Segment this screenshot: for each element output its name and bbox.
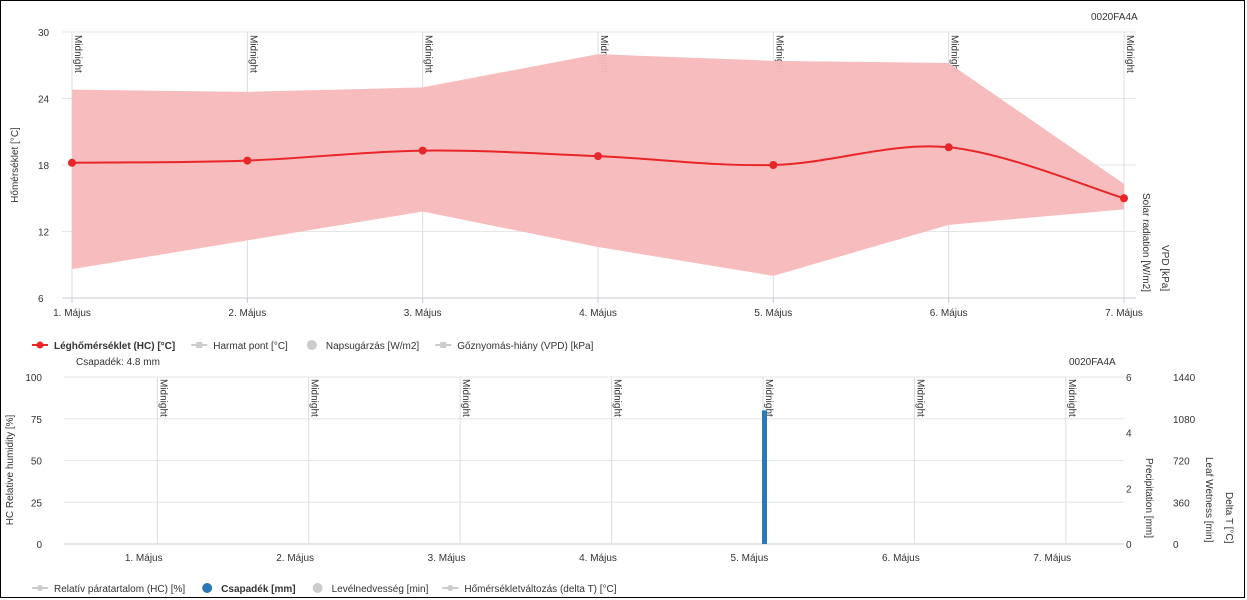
legend-item-bottom[interactable]: Hőmérsékletváltozás (delta T) [°C] [464, 584, 616, 595]
bottom-x-tick-label: 4. Május [579, 553, 617, 564]
top-y-tick-label: 12 [38, 228, 50, 239]
temperature-point [1120, 194, 1128, 203]
precipitation-total-annotation: Csapadék: 4.8 mm [76, 357, 160, 368]
legend-item-top[interactable]: Harmat pont [°C] [213, 341, 288, 352]
bottom-midnight-label: Midnight [309, 379, 320, 417]
temperature-point [769, 161, 778, 169]
top-right-axis-title-vpd: VPD [kPa] [1159, 245, 1170, 291]
bottom-midnight-label: Midnight [157, 379, 168, 417]
temperature-point [594, 152, 602, 161]
top-midnight-label: Midnight [72, 35, 83, 73]
bottom-midnight-label: Midnight [612, 379, 623, 417]
delta-t-axis-title: Delta T [°C] [1223, 492, 1234, 544]
top-y-tick-label: 6 [38, 294, 44, 305]
bottom-y-axis-title: HC Relative humidity [%] [5, 414, 16, 525]
bottom-x-tick-label: 1. Május [125, 553, 163, 564]
temperature-point [418, 146, 427, 155]
precipitation-axis-title: Precipitation [mm] [1143, 458, 1154, 538]
top-x-tick-label: 5. Május [754, 308, 792, 319]
legend-square-marker [196, 342, 203, 348]
bottom-x-tick-label: 5. Május [731, 553, 769, 564]
leaf-wetness-axis-tick-label: 1080 [1173, 415, 1196, 426]
leaf-wetness-axis-tick-label: 720 [1173, 457, 1190, 468]
temperature-range-band [72, 54, 1124, 276]
precipitation-axis-tick-label: 4 [1126, 429, 1132, 440]
legend-item-bottom[interactable]: Relatív páratartalom (HC) [%] [54, 584, 185, 595]
precipitation-bar [762, 410, 767, 544]
leaf-wetness-axis-tick-label: 360 [1173, 498, 1190, 509]
top-midnight-label: Midnight [247, 35, 258, 73]
top-midnight-label: Midnight [949, 35, 960, 73]
bottom-y-tick-label: 75 [31, 415, 43, 426]
bottom-midnight-label: Midnight [460, 379, 471, 417]
top-right-axis-title-solar: Solar radiation [W/m2] [1140, 193, 1151, 292]
bottom-y-tick-label: 25 [31, 498, 43, 509]
bottom-midnight-label: Midnight [914, 379, 925, 417]
legend-point-marker [36, 341, 44, 349]
temperature-point [68, 158, 76, 167]
top-midnight-label: Midnight [598, 35, 609, 73]
top-chart-id: 0020FA4A [1091, 12, 1138, 23]
bottom-x-tick-label: 6. Május [882, 553, 920, 564]
legend-square-marker [440, 342, 447, 348]
temperature-point [243, 156, 252, 165]
legend-circle-marker [306, 340, 317, 350]
bottom-y-tick-label: 100 [25, 373, 42, 384]
bottom-y-tick-label: 0 [36, 540, 42, 551]
top-y-tick-label: 18 [38, 161, 50, 172]
top-x-tick-label: 2. Május [228, 308, 266, 319]
legend-item-bottom[interactable]: Levélnedvesség [min] [332, 584, 429, 595]
top-x-tick-label: 1. Május [53, 308, 91, 319]
top-x-tick-label: 3. Május [404, 308, 442, 319]
bottom-midnight-label: Midnight [1066, 379, 1077, 417]
legend-point-marker [37, 585, 43, 591]
legend-item-top[interactable]: Napsugárzás [W/m2] [326, 341, 420, 352]
legend-circle-marker [202, 583, 213, 593]
top-y-axis-title: Hőmérséklet [°C] [10, 127, 21, 203]
top-midnight-label: Midnight [773, 35, 784, 73]
legend-item-top[interactable]: Gőznyomás-hiány (VPD) [kPa] [457, 341, 593, 352]
bottom-x-tick-label: 7. Május [1033, 553, 1071, 564]
top-y-tick-label: 24 [38, 95, 50, 106]
leaf-wetness-axis-tick-label: 0 [1173, 540, 1179, 551]
leaf-wetness-axis-title: Leaf Wetness [min] [1203, 457, 1214, 543]
bottom-y-tick-label: 50 [31, 457, 43, 468]
legend-item-bottom[interactable]: Csapadék [mm] [221, 584, 295, 595]
precipitation-axis-tick-label: 0 [1126, 540, 1132, 551]
bottom-midnight-label: Midnight [763, 379, 774, 417]
legend-circle-marker [312, 583, 323, 593]
bottom-x-tick-label: 2. Május [276, 553, 314, 564]
legend-point-marker [447, 585, 454, 591]
precipitation-axis-tick-label: 2 [1126, 484, 1132, 495]
top-x-tick-label: 4. Május [579, 308, 617, 319]
top-x-tick-label: 6. Május [930, 308, 968, 319]
top-midnight-label: Midnight [1124, 35, 1135, 73]
bottom-x-tick-label: 3. Május [428, 553, 466, 564]
bottom-chart-id: 0020FA4A [1069, 357, 1116, 368]
leaf-wetness-axis-tick-label: 1440 [1173, 373, 1196, 384]
top-y-tick-label: 30 [38, 28, 50, 39]
temperature-point [944, 143, 953, 152]
precipitation-axis-tick-label: 6 [1126, 373, 1132, 384]
legend-item-top[interactable]: Léghőmérséklet (HC) [°C] [54, 341, 175, 352]
top-x-tick-label: 7. Május [1105, 308, 1143, 319]
top-midnight-label: Midnight [423, 35, 434, 73]
